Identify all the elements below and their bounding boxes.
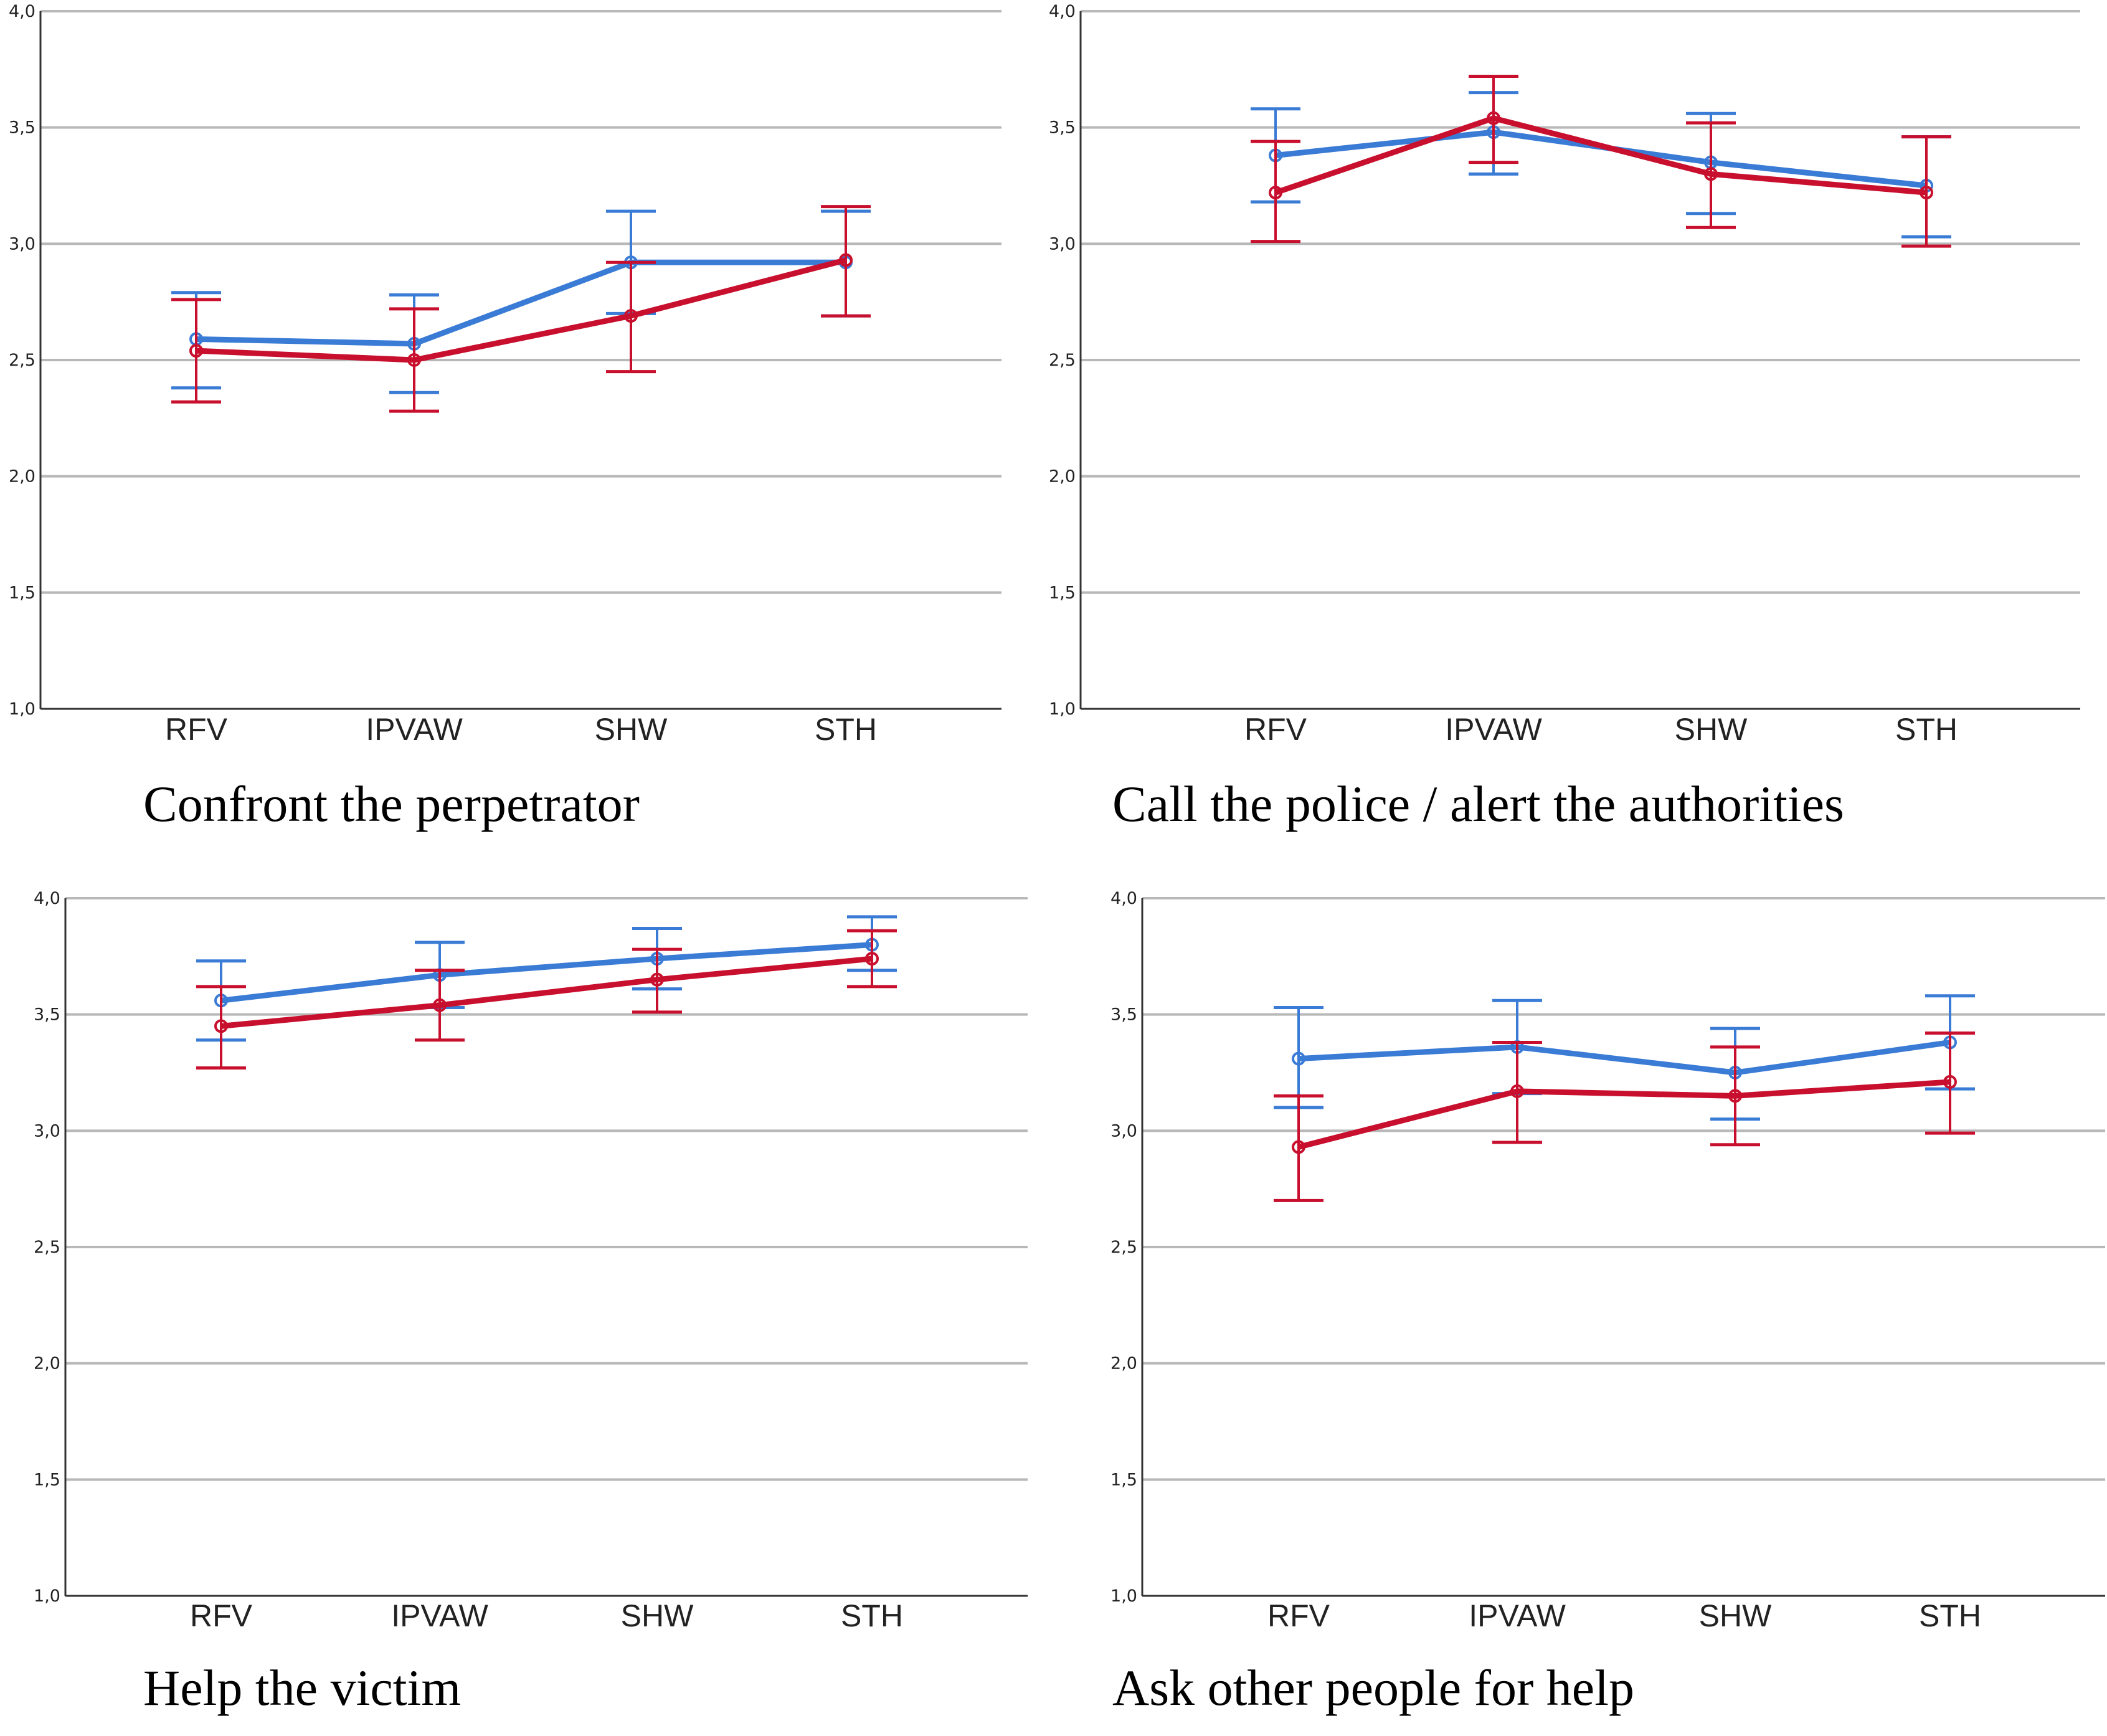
series-red — [196, 929, 897, 1070]
chart-panel-3: 1,0 1,5 2,0 2,5 3,0 3,5 4,0 RFV IPVAW SHW STH Help … — [34, 889, 1028, 1716]
data-point — [1943, 1074, 1957, 1089]
y-tick-label: 1,5 — [34, 1470, 60, 1489]
x-tick-label: STH — [841, 1598, 903, 1633]
y-tick-label: 4,0 — [34, 889, 60, 908]
y-tick-label: 1,0 — [34, 1587, 60, 1606]
chart-panel-2: 1,0 1,5 2,0 2,5 3,0 3,5 4,0 RFV IPVAW SHW STH Call … — [1049, 2, 2080, 832]
error-bar — [196, 985, 246, 1070]
data-point — [214, 1019, 228, 1033]
y-tick-label: 4,0 — [1049, 2, 1076, 21]
data-point — [865, 952, 879, 966]
panel-title: Ask other people for help — [1112, 1659, 1634, 1716]
series-red — [171, 205, 871, 413]
y-tick-label: 2,5 — [1049, 351, 1076, 370]
data-point — [1269, 186, 1282, 200]
series-blue — [196, 915, 897, 1042]
y-tick-label: 2,5 — [34, 1238, 60, 1257]
x-tick-label: STH — [815, 712, 877, 747]
y-tick-label: 3,5 — [1110, 1005, 1137, 1025]
y-tick-label: 3,0 — [9, 234, 36, 254]
x-tick-label: SHW — [1675, 712, 1748, 747]
series-line — [1297, 1079, 1951, 1150]
y-tick-label: 1,5 — [9, 583, 36, 602]
data-point — [433, 998, 447, 1012]
x-tick-label: RFV — [190, 1598, 253, 1633]
data-point — [624, 309, 638, 323]
x-tick-label: SHW — [1699, 1598, 1772, 1633]
x-tick-label: RFV — [1267, 1598, 1330, 1633]
x-tick-label: RFV — [165, 712, 228, 747]
y-tick-label: 1,5 — [1110, 1470, 1137, 1489]
y-tick-label: 2,0 — [1049, 467, 1076, 486]
y-tick-label: 2,5 — [1110, 1238, 1137, 1257]
chart-panel-4: 1,0 1,5 2,0 2,5 3,0 3,5 4,0 RFV IPVAW SHW STH Ask o… — [1110, 889, 2105, 1716]
y-tick-label: 3,5 — [9, 118, 36, 138]
panel-title: Call the police / alert the authorities — [1112, 776, 1844, 832]
x-tick-label: SHW — [621, 1598, 694, 1633]
series-red — [1274, 1032, 1975, 1202]
data-point — [407, 353, 421, 367]
x-tick-label: IPVAW — [1469, 1598, 1566, 1633]
y-tick-label: 2,0 — [1110, 1354, 1137, 1373]
y-tick-label: 4,0 — [1110, 889, 1137, 908]
y-tick-label: 2,5 — [9, 351, 36, 370]
y-tick-label: 3,5 — [1049, 118, 1076, 138]
y-tick-label: 4,0 — [9, 2, 36, 21]
data-point — [1292, 1051, 1305, 1066]
x-tick-label: IPVAW — [391, 1598, 488, 1633]
series-line — [196, 259, 846, 347]
series-blue — [171, 209, 871, 394]
y-tick-label: 1,0 — [1110, 1587, 1137, 1606]
y-tick-label: 3,0 — [1110, 1121, 1137, 1141]
data-point — [1292, 1140, 1305, 1154]
panel-title: Help the victim — [143, 1659, 461, 1716]
series-line — [220, 942, 873, 1003]
y-tick-label: 3,0 — [34, 1121, 60, 1141]
x-tick-label: IPVAW — [366, 712, 463, 747]
chart-panel-1: 1,0 1,5 2,0 2,5 3,0 3,5 4,0 RFV IPVAW SHW STH Confr… — [9, 2, 1001, 832]
data-point — [1920, 186, 1933, 200]
y-tick-label: 2,0 — [9, 467, 36, 486]
y-tick-label: 1,5 — [1049, 583, 1076, 602]
data-point — [189, 344, 203, 358]
series-line — [220, 956, 873, 1029]
data-point — [1487, 111, 1500, 125]
x-tick-label: IPVAW — [1445, 712, 1542, 747]
y-tick-label: 1,0 — [9, 700, 36, 719]
x-tick-label: STH — [1919, 1598, 1981, 1633]
series-line — [1274, 115, 1927, 196]
x-tick-label: STH — [1895, 712, 1958, 747]
data-point — [1728, 1089, 1742, 1103]
error-bar — [1274, 1094, 1323, 1202]
panel-title: Confront the perpetrator — [143, 776, 640, 832]
x-tick-label: SHW — [595, 712, 668, 747]
y-tick-label: 3,0 — [1049, 234, 1076, 254]
data-point — [839, 253, 853, 267]
y-tick-label: 3,5 — [34, 1005, 60, 1025]
data-point — [650, 972, 664, 987]
y-tick-label: 2,0 — [34, 1354, 60, 1373]
data-point — [1510, 1084, 1524, 1098]
series-red — [1251, 75, 1951, 248]
x-tick-label: RFV — [1244, 712, 1307, 747]
series-line — [196, 257, 847, 363]
data-point — [1704, 167, 1718, 181]
y-tick-label: 1,0 — [1049, 700, 1076, 719]
series-line — [1298, 1040, 1951, 1076]
